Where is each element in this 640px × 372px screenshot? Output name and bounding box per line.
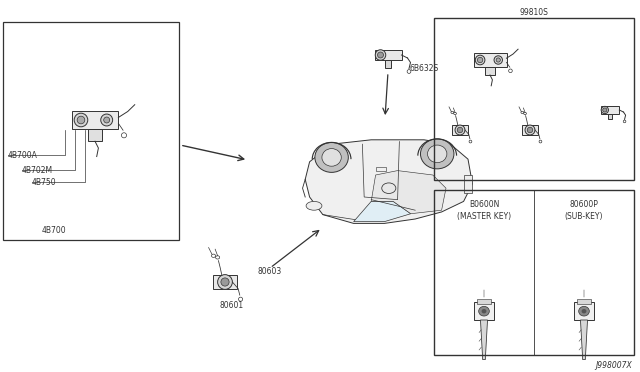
Ellipse shape bbox=[315, 142, 348, 172]
Ellipse shape bbox=[579, 307, 589, 316]
Ellipse shape bbox=[603, 108, 607, 112]
Text: 4B702M: 4B702M bbox=[22, 166, 53, 174]
Text: 4B700: 4B700 bbox=[42, 225, 67, 234]
Bar bbox=[376, 167, 386, 171]
Ellipse shape bbox=[457, 127, 463, 133]
Ellipse shape bbox=[455, 125, 465, 135]
Bar bbox=[88, 129, 102, 141]
Bar bbox=[72, 110, 118, 129]
Bar bbox=[452, 125, 468, 135]
Bar bbox=[485, 67, 495, 75]
Ellipse shape bbox=[582, 309, 586, 313]
Bar bbox=[374, 50, 401, 60]
Ellipse shape bbox=[322, 148, 341, 166]
Bar bbox=[608, 113, 612, 119]
Bar bbox=[474, 302, 493, 320]
Ellipse shape bbox=[494, 56, 502, 64]
Bar bbox=[385, 60, 391, 68]
Polygon shape bbox=[354, 201, 411, 222]
Bar bbox=[574, 302, 594, 320]
Bar bbox=[212, 275, 237, 289]
Ellipse shape bbox=[378, 52, 383, 58]
Ellipse shape bbox=[306, 201, 322, 210]
Polygon shape bbox=[481, 320, 488, 360]
Bar bbox=[600, 106, 620, 113]
Ellipse shape bbox=[479, 307, 490, 316]
Text: 80601: 80601 bbox=[220, 301, 244, 310]
Bar bbox=[577, 299, 591, 304]
Text: J998007X: J998007X bbox=[595, 360, 632, 369]
Ellipse shape bbox=[477, 57, 483, 63]
Ellipse shape bbox=[601, 106, 609, 113]
Ellipse shape bbox=[375, 50, 386, 60]
Ellipse shape bbox=[496, 58, 500, 62]
Text: (SUB-KEY): (SUB-KEY) bbox=[564, 212, 604, 221]
Polygon shape bbox=[580, 320, 588, 360]
Text: 4B750: 4B750 bbox=[32, 177, 56, 186]
Ellipse shape bbox=[527, 127, 532, 133]
Ellipse shape bbox=[77, 116, 84, 124]
Text: 80603: 80603 bbox=[258, 267, 282, 276]
Ellipse shape bbox=[428, 145, 447, 163]
Text: 99810S: 99810S bbox=[520, 7, 548, 16]
Bar bbox=[465, 175, 472, 193]
Text: 4B700A: 4B700A bbox=[8, 151, 38, 160]
Bar bbox=[3, 22, 179, 240]
Ellipse shape bbox=[525, 125, 535, 135]
Polygon shape bbox=[371, 171, 446, 214]
Text: (MASTER KEY): (MASTER KEY) bbox=[457, 212, 511, 221]
Text: 80600P: 80600P bbox=[570, 199, 598, 208]
Polygon shape bbox=[305, 140, 472, 224]
Ellipse shape bbox=[100, 114, 113, 126]
Ellipse shape bbox=[218, 275, 232, 289]
Ellipse shape bbox=[104, 117, 109, 123]
Ellipse shape bbox=[481, 309, 486, 313]
Bar bbox=[434, 190, 634, 355]
Text: 6B632S: 6B632S bbox=[410, 64, 439, 73]
Bar bbox=[477, 299, 491, 304]
Bar bbox=[474, 54, 506, 67]
Ellipse shape bbox=[476, 55, 485, 65]
Text: B0600N: B0600N bbox=[469, 199, 499, 208]
Ellipse shape bbox=[74, 113, 88, 127]
Ellipse shape bbox=[420, 139, 454, 169]
Ellipse shape bbox=[221, 278, 229, 286]
Bar bbox=[522, 125, 538, 135]
Bar bbox=[434, 18, 634, 180]
